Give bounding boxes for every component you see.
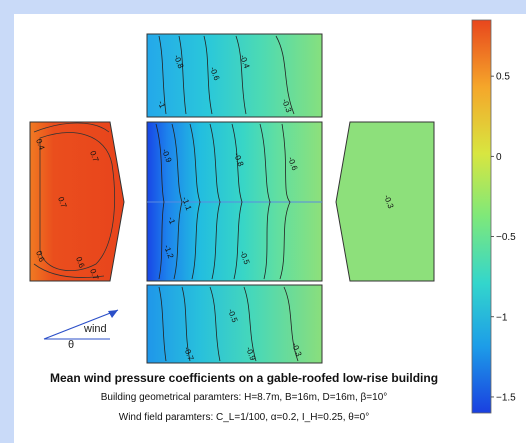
- wind-label: wind: [83, 323, 107, 335]
- contour-label: -1: [156, 100, 167, 110]
- contour-label: 0.6: [34, 250, 46, 264]
- windward-contour: [39, 132, 115, 271]
- contour-label: -1: [166, 216, 177, 226]
- contour-label: 0.7: [88, 268, 100, 282]
- colorbar-tick-label: −1.5: [496, 392, 516, 403]
- roof-contours: [155, 35, 299, 362]
- wind-field-caption: Wind field paramters: C_L=1/100, α=0.2, …: [118, 412, 370, 423]
- colorbar-tick-label: 0.5: [496, 72, 510, 83]
- contour-label: 0.7: [88, 150, 100, 164]
- contour-label: 0.6: [74, 256, 86, 270]
- pressure-coefficient-figure: 0.4 0.7 0.7 0.6 0.6 0.7 -0.8 -0.6 -0.4 -…: [29, 19, 516, 414]
- contour-label: 0.7: [56, 196, 68, 210]
- windward-contour: [33, 122, 110, 133]
- chart-title: Mean wind pressure coefficients on a gab…: [49, 371, 439, 385]
- chart-frame: 0.4 0.7 0.7 0.6 0.6 0.7 -0.8 -0.6 -0.4 -…: [14, 14, 526, 443]
- roof-upper-panel: [146, 33, 323, 118]
- leeward-wall-panel: [335, 121, 435, 282]
- wind-angle-label: θ: [68, 339, 74, 351]
- roof-lower-panel: [146, 284, 323, 364]
- geometry-caption: Building geometrical paramters: H=8.7m, …: [100, 392, 388, 403]
- colorbar: [471, 19, 492, 414]
- windward-contour: [33, 263, 105, 278]
- colorbar-tick-label: −0.5: [496, 232, 516, 243]
- contour-label: 0.4: [34, 138, 46, 152]
- colorbar-tick-label: −1: [496, 312, 508, 323]
- windward-wall-panel: [29, 121, 125, 282]
- wind-indicator: wind θ: [43, 309, 119, 351]
- colorbar-ticks: 0.5 0 −0.5 −1 −1.5: [491, 72, 516, 403]
- colorbar-tick-label: 0: [496, 152, 502, 163]
